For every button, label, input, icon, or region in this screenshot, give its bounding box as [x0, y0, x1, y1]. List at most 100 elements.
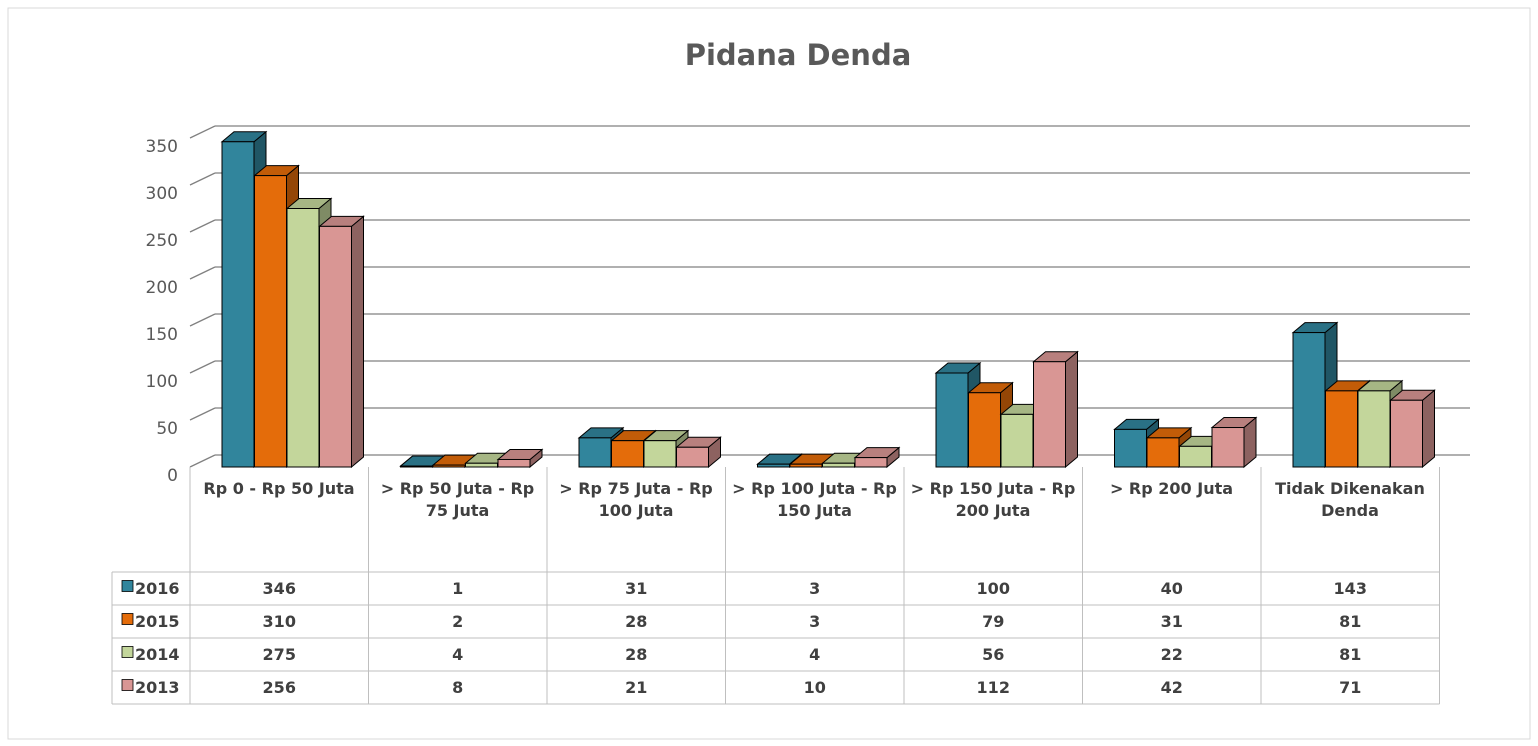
bar-front: [1325, 390, 1358, 468]
table-cell: 256: [263, 678, 296, 697]
bar-front: [1390, 399, 1423, 468]
chart-border: [7, 7, 1531, 740]
bar-front: [1179, 445, 1212, 468]
bar: [1210, 416, 1258, 469]
bar-front: [286, 208, 320, 468]
bar-front: [1000, 413, 1034, 468]
bar: [318, 215, 365, 469]
x-tick-label: > Rp 50 Juta - Rp 75 Juta: [380, 479, 535, 520]
bar-front: [968, 392, 1001, 468]
y-tick-label: 300: [146, 184, 178, 204]
bar-side: [351, 215, 364, 469]
bar-front: [400, 465, 433, 468]
grid-line-side: [189, 219, 216, 233]
bar-front: [578, 437, 612, 468]
bar-front: [822, 462, 855, 468]
bar-front: [1033, 361, 1066, 468]
table-cell: 28: [625, 612, 647, 631]
bar-front: [935, 372, 969, 468]
bar-front: [611, 440, 644, 468]
table-cell: 40: [1161, 579, 1183, 598]
bar: [1389, 389, 1436, 469]
table-cell: 81: [1339, 645, 1361, 664]
x-tick-label: > Rp 75 Juta - Rp 100 Juta: [559, 479, 713, 520]
bar-front: [643, 440, 677, 468]
table-cell: 31: [625, 579, 647, 598]
bar-front: [1114, 428, 1147, 468]
table-cell: 112: [977, 678, 1010, 697]
bar-front: [1292, 332, 1326, 468]
legend-swatch: [121, 646, 134, 658]
table-cell: 3: [809, 612, 820, 631]
bar-front: [254, 175, 287, 468]
bar-front: [676, 446, 709, 468]
table-cell: 28: [625, 645, 647, 664]
table-cell: 4: [809, 645, 820, 664]
bar-side: [1422, 389, 1435, 469]
bar: [675, 436, 722, 469]
table-cell: 71: [1339, 678, 1361, 697]
bar-front: [1146, 437, 1180, 468]
bar-front: [854, 457, 888, 468]
table-cell: 21: [625, 678, 647, 697]
table-cell: 8: [452, 678, 463, 697]
table-cell: 31: [1161, 612, 1183, 631]
table-cell: 310: [263, 612, 296, 631]
bar: [853, 446, 901, 469]
y-tick-label: 0: [167, 466, 178, 486]
legend-swatch: [121, 679, 134, 691]
chart-title: Pidana Denda: [685, 38, 912, 72]
bar: [1032, 350, 1079, 469]
grid-line-side: [189, 407, 216, 421]
table-cell: 346: [263, 579, 296, 598]
bar-front: [221, 141, 255, 468]
y-tick-label: 250: [146, 231, 178, 251]
bar-front: [465, 462, 498, 468]
y-tick-label: 150: [146, 325, 178, 345]
table-cell: 56: [982, 645, 1004, 664]
table-cell: 275: [263, 645, 296, 664]
grid-line-side: [189, 313, 216, 327]
grid-line-side: [189, 266, 216, 280]
bar-front: [757, 463, 790, 468]
table-cell: 100: [977, 579, 1010, 598]
y-tick-label: 100: [146, 372, 178, 392]
legend-label: 2013: [135, 678, 180, 697]
legend-label: 2014: [135, 645, 180, 664]
bar-front: [497, 458, 531, 468]
table-cell: 4: [452, 645, 463, 664]
x-tick-label: > Rp 100 Juta - Rp 150 Juta: [732, 479, 897, 520]
bar-front: [432, 464, 466, 468]
x-tick-label: Rp 0 - Rp 50 Juta: [203, 479, 355, 498]
x-tick-label: > Rp 150 Juta - Rp 200 Juta: [910, 479, 1076, 520]
legend-label: 2016: [135, 579, 180, 598]
table-cell: 79: [982, 612, 1004, 631]
table-cell: 81: [1339, 612, 1361, 631]
legend-label: 2015: [135, 612, 180, 631]
bar-side: [1065, 350, 1078, 469]
bar-front: [319, 225, 352, 468]
table-cell: 1: [452, 579, 463, 598]
grid-line-side: [189, 454, 216, 468]
table-cell: 2: [452, 612, 463, 631]
grid-line-side: [189, 360, 216, 374]
y-tick-label: 50: [156, 419, 178, 439]
table-cell: 22: [1161, 645, 1183, 664]
legend-swatch: [121, 580, 134, 592]
grid-line-side: [189, 172, 216, 186]
y-tick-label: 200: [146, 278, 178, 298]
table-cell: 10: [804, 678, 826, 697]
x-tick-label: > Rp 200 Juta: [1109, 479, 1234, 498]
grid-line-side: [189, 125, 216, 139]
legend-swatch: [121, 613, 134, 625]
bar: [496, 448, 544, 469]
table-cell: 3: [809, 579, 820, 598]
table-cell: 42: [1161, 678, 1183, 697]
y-tick-label: 350: [146, 137, 178, 157]
bar-front: [789, 463, 823, 468]
table-cell: 143: [1334, 579, 1367, 598]
bar-front: [1211, 427, 1245, 468]
bar-front: [1357, 390, 1391, 468]
